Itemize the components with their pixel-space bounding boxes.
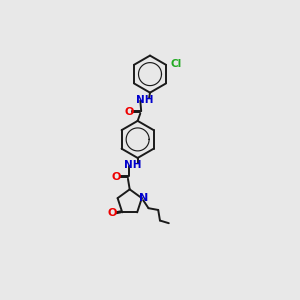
Text: NH: NH xyxy=(136,95,154,105)
Text: N: N xyxy=(139,193,148,203)
Text: O: O xyxy=(112,172,121,182)
Text: O: O xyxy=(108,208,117,218)
Text: Cl: Cl xyxy=(171,59,182,69)
Text: NH: NH xyxy=(124,160,142,170)
Text: O: O xyxy=(124,107,134,117)
